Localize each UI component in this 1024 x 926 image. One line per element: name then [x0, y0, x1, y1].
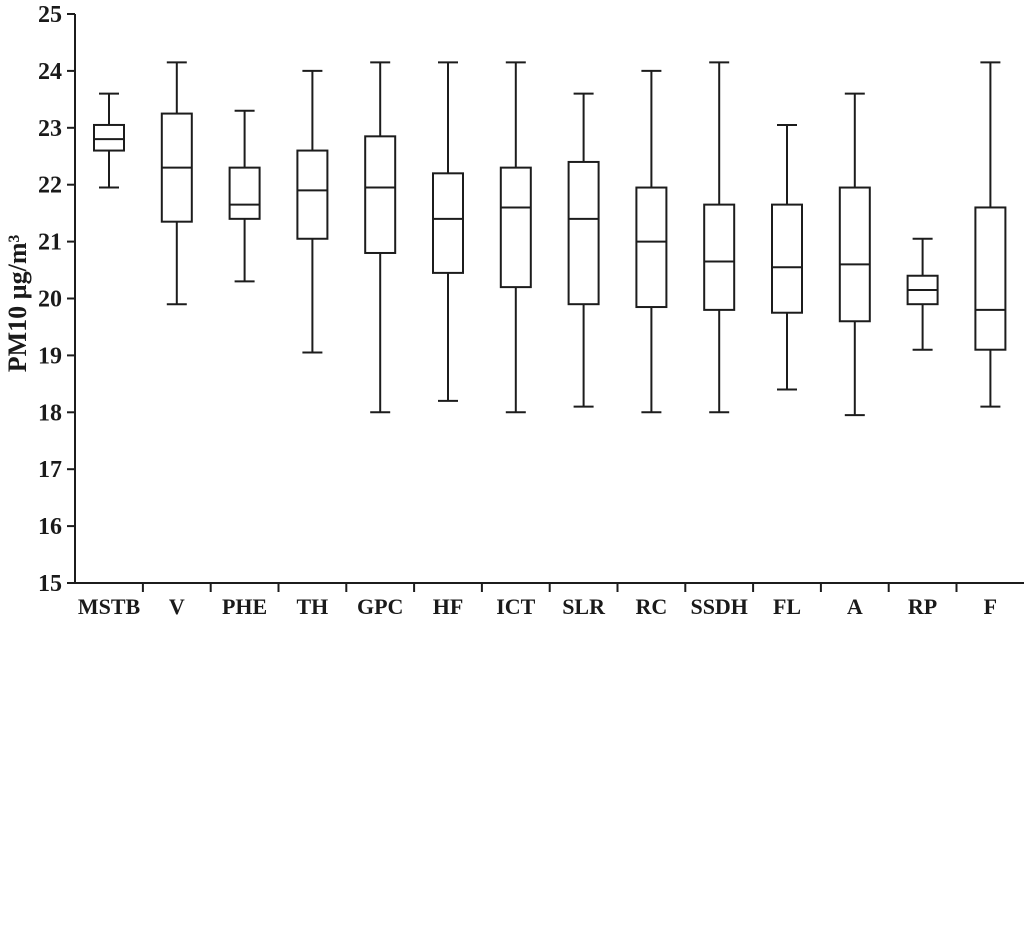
box-SSDH	[703, 61, 736, 414]
x-category-label: V	[169, 594, 185, 619]
x-category-label: TH	[297, 594, 329, 619]
x-category-label: RP	[908, 594, 937, 619]
x-category-label: SLR	[562, 594, 606, 619]
box-SLR	[567, 92, 600, 408]
box-HF	[432, 61, 464, 402]
x-category-label: F	[984, 594, 997, 619]
box-RC	[635, 69, 668, 414]
box-A	[838, 92, 871, 417]
box-F	[974, 61, 1007, 408]
y-tick-label: 20	[38, 287, 62, 313]
box-GPC	[364, 61, 397, 414]
y-tick-label: 15	[38, 571, 62, 597]
y-axis-title: PM10 µg/m³	[3, 235, 32, 373]
iqr-box	[499, 166, 532, 289]
box-MSTB	[93, 92, 125, 189]
iqr-box	[974, 206, 1007, 351]
iqr-box	[838, 186, 871, 323]
x-category-label: SSDH	[690, 594, 747, 619]
x-category-label: PHE	[222, 594, 267, 619]
x-category-label: A	[847, 594, 863, 619]
x-category-label: ICT	[496, 594, 535, 619]
box-ICT	[499, 61, 532, 414]
iqr-box	[93, 123, 125, 152]
box-FL	[771, 123, 803, 391]
x-category-label: FL	[773, 594, 801, 619]
y-tick-label: 19	[38, 343, 62, 369]
box-RP	[906, 237, 939, 351]
x-category-label: GPC	[357, 594, 403, 619]
y-tick-label: 25	[38, 2, 62, 28]
y-tick-label: 16	[38, 514, 62, 540]
iqr-box	[296, 149, 329, 240]
pm10-boxplot-chart: 15 16 17 18 19 20 21 22 23 24 25 MSTB V PHE TH GPC HF ICT…	[3, 2, 1024, 619]
x-category-label: RC	[636, 594, 668, 619]
box-PHE	[228, 109, 261, 283]
y-tick-label: 17	[38, 457, 62, 483]
y-tick-label: 23	[38, 116, 62, 142]
y-tick-label: 24	[38, 59, 62, 85]
box-TH	[296, 69, 329, 354]
y-tick-label: 18	[38, 400, 62, 426]
iqr-box	[567, 160, 600, 306]
iqr-box	[703, 203, 736, 311]
x-category-label: MSTB	[78, 594, 141, 619]
iqr-box	[228, 166, 261, 220]
iqr-box	[364, 135, 397, 254]
y-tick-label: 21	[38, 230, 62, 256]
y-tick-label: 22	[38, 173, 62, 199]
box-V	[160, 61, 193, 306]
iqr-box	[432, 172, 464, 274]
iqr-box	[771, 203, 803, 314]
x-category-label: HF	[433, 594, 464, 619]
iqr-box	[635, 186, 668, 309]
